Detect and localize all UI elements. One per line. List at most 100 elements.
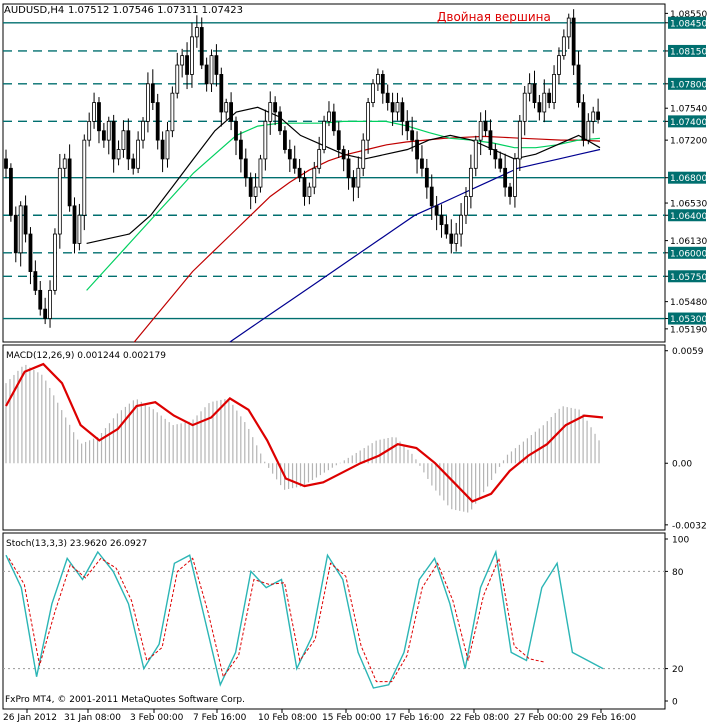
candle-body-97 (478, 120, 483, 141)
candle-body-19 (97, 102, 101, 132)
time-tick-label-3: 7 Feb 16:00 (193, 713, 247, 723)
price-tick-bg-3 (668, 77, 706, 90)
candle-body-45 (224, 102, 229, 113)
candle-body-85 (420, 158, 424, 169)
candle-body-12 (62, 158, 67, 169)
candle-body-20 (101, 130, 106, 141)
stoch-signal-polyline (8, 556, 545, 683)
candle-body-87 (429, 186, 434, 207)
candle-body-37 (185, 55, 189, 75)
candle-body-7 (38, 289, 43, 310)
macd-tick-label-2: -0.00323 (672, 521, 707, 531)
stoch-lines (5, 549, 604, 689)
time-tick-label-0: 26 Jan 2012 (3, 713, 57, 723)
candle-body-94 (464, 196, 468, 216)
price-tick-label-9: 1.06400 (670, 212, 707, 222)
candle-body-70 (346, 158, 351, 179)
candle-body-17 (87, 120, 92, 141)
candle-body-31 (155, 102, 160, 141)
candle-body-26 (131, 158, 136, 169)
candle-body-24 (121, 130, 126, 150)
candle-body-116 (571, 17, 576, 66)
time-tick-label-2: 3 Feb 00:00 (130, 713, 184, 723)
time-tick-label-4: 10 Feb 08:00 (258, 713, 317, 723)
candle-body-101 (498, 158, 503, 169)
candle-body-98 (483, 120, 488, 132)
candle-body-64 (317, 149, 322, 169)
candle-body-58 (287, 149, 292, 160)
candle-body-51 (253, 186, 258, 197)
stoch-axis: 100 80 20 0 (665, 536, 689, 708)
candle-body-46 (229, 102, 233, 122)
candle-body-40 (199, 27, 204, 66)
stoch-tick-label-3: 0 (672, 698, 678, 708)
candle-body-60 (297, 167, 302, 179)
candle-body-73 (361, 139, 366, 169)
candle-body-13 (67, 158, 72, 207)
price-tick-label-12: 1.05750 (670, 273, 707, 283)
candle-body-4 (23, 205, 28, 235)
candle-body-115 (566, 17, 571, 38)
candle-body-57 (283, 130, 287, 150)
candle-body-61 (302, 177, 307, 197)
candle-body-41 (204, 64, 209, 85)
candle-body-112 (552, 74, 556, 103)
price-tick-label-10: 1.06130 (670, 237, 707, 247)
candle-body-119 (586, 120, 591, 141)
candle-body-92 (454, 233, 459, 244)
price-tick-label-3: 1.07800 (670, 80, 707, 90)
time-tick-label-1: 31 Jan 08:00 (64, 713, 121, 723)
candle-body-0 (4, 158, 8, 169)
candle-body-81 (400, 102, 405, 122)
candle-body-71 (351, 177, 356, 188)
ma-slow-line (133, 135, 601, 343)
candle-body-121 (596, 111, 601, 120)
candle-body-102 (503, 167, 508, 188)
candle-body-62 (307, 186, 312, 197)
candle-body-27 (136, 139, 141, 169)
stoch-tick-label-0: 100 (672, 536, 689, 546)
time-tick-label-5: 15 Feb 00:00 (322, 713, 381, 723)
candle-body-53 (263, 120, 268, 160)
candle-body-35 (175, 64, 180, 94)
price-tick-bg-2 (668, 44, 706, 57)
candle-body-52 (258, 158, 263, 188)
pane-frame-1 (2, 344, 666, 531)
pane-frame-2 (2, 532, 666, 710)
time-tick-label-7: 22 Feb 08:00 (450, 713, 509, 723)
price-tick-label-11: 1.06000 (670, 249, 707, 259)
candle-body-1 (8, 167, 13, 216)
candle-body-83 (410, 130, 415, 141)
candle-body-99 (488, 130, 493, 150)
candle-body-88 (434, 205, 439, 216)
candle-body-110 (542, 92, 547, 113)
candle-body-47 (234, 120, 238, 141)
candle-body-3 (18, 205, 23, 254)
macd-tick-label-1: 0.00 (672, 460, 692, 470)
stoch-tick-label-2: 20 (672, 665, 684, 675)
candle-body-74 (366, 102, 371, 141)
stoch-main-polyline (5, 549, 604, 689)
candle-body-79 (390, 102, 395, 113)
candle-body-36 (180, 55, 185, 66)
candle-body-117 (576, 64, 581, 103)
price-tick-label-13: 1.05480 (670, 298, 707, 308)
candle-body-49 (243, 158, 248, 179)
pane-frame-0 (2, 3, 666, 343)
candle-body-11 (57, 167, 62, 235)
candle-body-82 (405, 120, 410, 132)
price-tick-bg-7 (668, 171, 706, 184)
candle-body-103 (508, 186, 512, 197)
candle-body-93 (459, 214, 463, 235)
candle-body-65 (322, 120, 326, 150)
candle-body-96 (473, 139, 478, 169)
candlesticks (4, 9, 601, 328)
candle-body-69 (341, 149, 346, 160)
price-tick-label-15: 1.05190 (670, 325, 707, 335)
candle-body-21 (106, 120, 111, 141)
time-tick-label-9: 29 Feb 16:00 (577, 713, 636, 723)
candle-body-68 (336, 130, 341, 150)
